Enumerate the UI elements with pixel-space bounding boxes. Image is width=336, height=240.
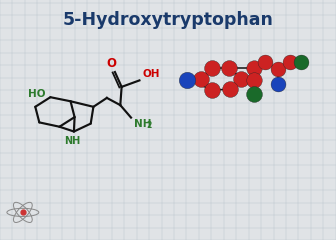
Point xyxy=(251,66,256,70)
Text: NH: NH xyxy=(134,119,151,129)
Point xyxy=(287,60,292,64)
Point xyxy=(198,77,204,81)
Point xyxy=(251,92,257,96)
Text: HO: HO xyxy=(28,89,45,99)
Text: 2: 2 xyxy=(146,121,152,131)
Point xyxy=(276,67,281,71)
Point xyxy=(298,60,303,64)
Point xyxy=(210,66,215,70)
Text: OH: OH xyxy=(142,69,160,79)
Point xyxy=(239,77,244,81)
Text: NH: NH xyxy=(64,136,80,146)
Point xyxy=(227,66,232,70)
Point xyxy=(263,60,268,64)
Text: 5-Hydroxytryptophan: 5-Hydroxytryptophan xyxy=(62,11,274,29)
Point xyxy=(210,88,215,92)
Point xyxy=(276,83,281,86)
Point xyxy=(251,78,257,82)
Point xyxy=(227,87,233,91)
Text: O: O xyxy=(106,57,116,70)
Point xyxy=(184,78,190,82)
